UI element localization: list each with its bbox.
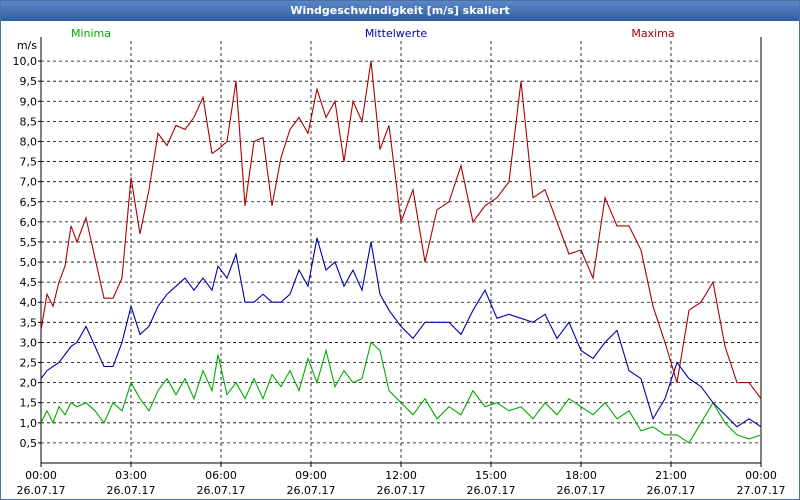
x-tick-time-label: 00:00 xyxy=(745,469,777,482)
y-tick-label: 8,5 xyxy=(20,115,38,128)
y-tick-label: 4,0 xyxy=(20,296,38,309)
x-tick-time-label: 00:00 xyxy=(25,469,57,482)
y-tick-label: 5,0 xyxy=(20,256,38,269)
series-line-mittelwerte xyxy=(40,237,762,428)
y-tick-label: 1,0 xyxy=(20,417,38,430)
series-line-maxima xyxy=(40,61,762,400)
x-tick-date-label: 26.07.17 xyxy=(647,484,696,497)
y-tick-label: 4,5 xyxy=(20,276,38,289)
x-tick-date-label: 26.07.17 xyxy=(197,484,246,497)
x-tick-time-label: 15:00 xyxy=(475,469,507,482)
y-tick-label: 6,0 xyxy=(20,216,38,229)
legend-label-maxima: Maxima xyxy=(631,27,674,40)
y-tick-label: 2,0 xyxy=(20,377,38,390)
x-tick-time-label: 21:00 xyxy=(655,469,687,482)
x-tick-date-label: 26.07.17 xyxy=(287,484,336,497)
x-tick-time-label: 09:00 xyxy=(295,469,327,482)
x-tick-date-label: 26.07.17 xyxy=(467,484,516,497)
y-tick-label: 0,5 xyxy=(20,437,38,450)
y-axis-unit-label: m/s xyxy=(17,39,37,52)
y-tick-label: 1,5 xyxy=(20,397,38,410)
x-tick-date-label: 26.07.17 xyxy=(377,484,426,497)
x-tick-time-label: 18:00 xyxy=(565,469,597,482)
x-tick-date-label: 26.07.17 xyxy=(557,484,606,497)
x-tick-time-label: 03:00 xyxy=(115,469,147,482)
y-tick-label: 5,5 xyxy=(20,236,38,249)
chart-title: Windgeschwindigkeit [m/s] skaliert xyxy=(290,4,510,17)
x-tick-time-label: 12:00 xyxy=(385,469,417,482)
x-tick-date-label: 26.07.17 xyxy=(17,484,66,497)
y-tick-label: 8,0 xyxy=(20,135,38,148)
y-tick-label: 3,5 xyxy=(20,316,38,329)
y-tick-label: 6,5 xyxy=(20,196,38,209)
window-title-bar: Windgeschwindigkeit [m/s] skaliert xyxy=(1,1,799,21)
legend-label-mittelwerte: Mittelwerte xyxy=(365,27,428,40)
y-tick-label: 7,5 xyxy=(20,156,38,169)
y-tick-label: 9,0 xyxy=(20,95,38,108)
y-tick-label: 7,0 xyxy=(20,176,38,189)
x-tick-date-label: 26.07.17 xyxy=(107,484,156,497)
x-tick-date-label: 27.07.17 xyxy=(737,484,786,497)
series-line-minima xyxy=(40,341,762,444)
y-tick-label: 3,0 xyxy=(20,336,38,349)
y-tick-label: 9,5 xyxy=(20,75,38,88)
y-tick-label: 2,5 xyxy=(20,357,38,370)
y-tick-label: 10,0 xyxy=(13,55,38,68)
x-tick-time-label: 06:00 xyxy=(205,469,237,482)
legend-label-minima: Minima xyxy=(71,27,111,40)
